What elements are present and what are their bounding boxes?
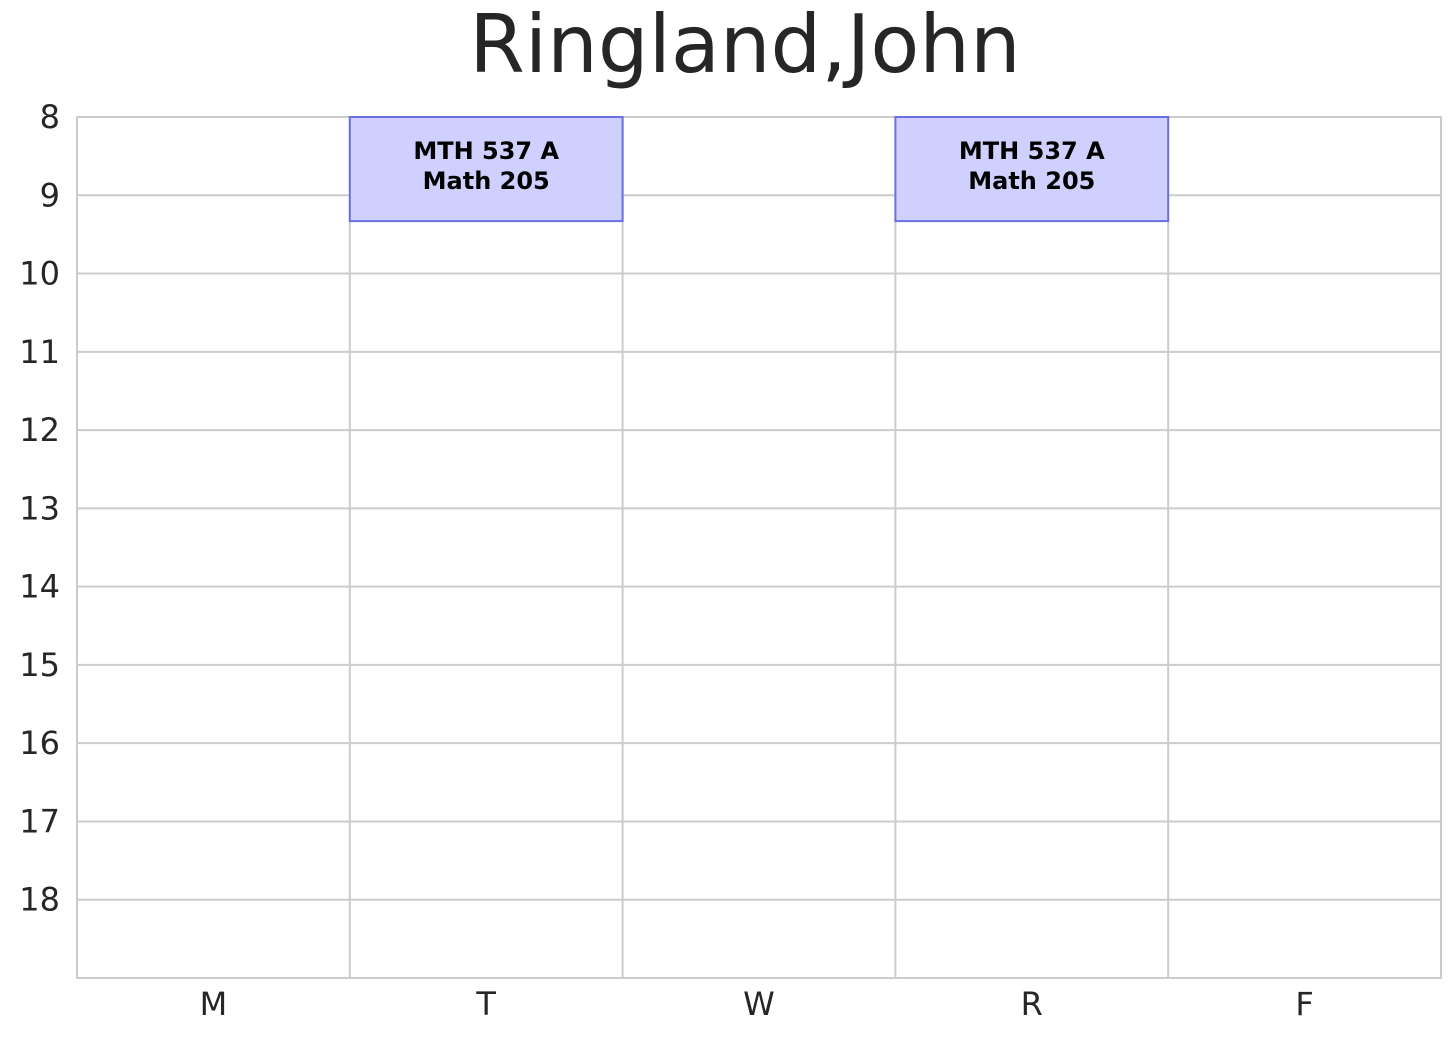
x-tick-label: W	[743, 985, 775, 1023]
y-tick-label: 12	[19, 411, 60, 449]
y-tick-label: 13	[19, 489, 60, 527]
plot-frame	[76, 116, 1442, 979]
event-course: MTH 537 A	[413, 137, 559, 165]
y-tick-label: 9	[40, 176, 60, 214]
y-tick-label: 17	[19, 802, 60, 840]
x-tick-label: M	[200, 985, 228, 1023]
y-tick-label: 18	[19, 881, 60, 919]
y-tick-label: 16	[19, 724, 60, 762]
event-block	[348, 116, 624, 223]
x-tick-label: T	[475, 985, 496, 1023]
y-tick-label: 8	[40, 98, 60, 136]
y-tick-label: 15	[19, 646, 60, 684]
y-tick-label: 14	[19, 568, 60, 606]
event-room: Math 205	[968, 167, 1095, 195]
event-block	[894, 116, 1170, 223]
x-tick-label: F	[1295, 985, 1313, 1023]
x-tick-label: R	[1021, 985, 1043, 1023]
event-room: Math 205	[423, 167, 550, 195]
y-tick-label: 10	[19, 255, 60, 293]
chart-title: Ringland,John	[469, 0, 1020, 91]
event-course: MTH 537 A	[959, 137, 1105, 165]
y-tick-label: 11	[19, 333, 60, 371]
